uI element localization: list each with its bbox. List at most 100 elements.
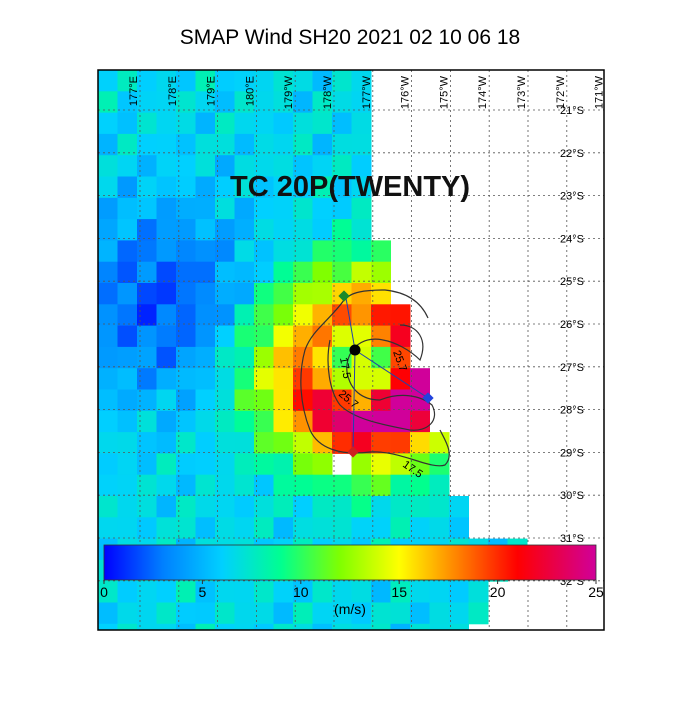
wind-cell <box>117 283 138 305</box>
wind-cell <box>98 496 118 518</box>
wind-cell <box>117 602 138 625</box>
wind-cell <box>156 176 177 199</box>
lat-label: 21°S <box>560 105 584 117</box>
wind-cell <box>98 602 118 625</box>
wind-cell <box>254 155 274 177</box>
wind-cell <box>98 453 118 476</box>
wind-cell <box>429 602 450 625</box>
wind-cell <box>195 283 216 305</box>
wind-cell <box>293 432 313 454</box>
lat-label: 25°S <box>560 276 584 288</box>
wind-cell <box>195 496 216 518</box>
wind-cell <box>215 474 235 497</box>
wind-cell <box>293 623 313 630</box>
wind-cell <box>254 219 274 241</box>
wind-cell <box>195 581 216 603</box>
wind-cell <box>195 112 216 135</box>
wind-cell <box>156 623 177 630</box>
wind-cell <box>137 283 157 305</box>
wind-cell <box>273 261 294 284</box>
wind-cell <box>410 474 430 497</box>
lon-label: 172°W <box>555 75 567 109</box>
wind-cell <box>273 240 294 263</box>
wind-cell <box>137 219 157 241</box>
wind-cell <box>117 368 138 390</box>
storm-center <box>349 344 361 356</box>
wind-cell <box>215 581 235 603</box>
wind-cell <box>312 283 333 305</box>
lat-label: 22°S <box>560 148 584 160</box>
wind-cell <box>117 70 138 92</box>
wind-cell <box>332 70 352 92</box>
wind-cell <box>332 197 352 220</box>
wind-cell <box>371 240 391 263</box>
wind-cell <box>137 70 157 92</box>
wind-cell <box>117 389 138 412</box>
wind-cell <box>390 581 411 603</box>
wind-cell <box>117 623 138 630</box>
wind-cell <box>176 346 196 369</box>
wind-cell <box>137 389 157 412</box>
colorbar-tick-label: 0 <box>100 584 108 600</box>
wind-cell <box>293 70 313 92</box>
wind-cell <box>293 602 313 625</box>
lat-label: 27°S <box>560 362 584 374</box>
wind-cell <box>390 517 411 540</box>
wind-cell <box>390 496 411 518</box>
wind-cell <box>293 283 313 305</box>
wind-cell <box>312 325 333 348</box>
wind-cell <box>117 91 138 114</box>
wind-cell <box>449 496 469 518</box>
wind-cell <box>332 219 352 241</box>
wind-cell <box>410 410 430 433</box>
wind-cell <box>156 197 177 220</box>
wind-cell <box>234 70 255 92</box>
wind-cell <box>117 474 138 497</box>
lat-label: 24°S <box>560 233 584 245</box>
wind-cell <box>234 91 255 114</box>
wind-cell <box>371 325 391 348</box>
wind-cell <box>273 496 294 518</box>
wind-cell <box>410 623 430 630</box>
wind-cell <box>137 197 157 220</box>
lon-label: 179°W <box>283 75 295 109</box>
wind-cell <box>273 283 294 305</box>
wind-cell <box>176 261 196 284</box>
wind-cell <box>293 581 313 603</box>
wind-cell <box>390 623 411 630</box>
wind-cell <box>195 91 216 114</box>
quadrant-marker <box>347 446 359 458</box>
wind-cell <box>312 623 333 630</box>
wind-cell <box>410 368 430 390</box>
wind-cell <box>273 219 294 241</box>
wind-cell <box>195 602 216 625</box>
wind-cell <box>137 517 157 540</box>
wind-cell <box>156 325 177 348</box>
wind-cell <box>293 133 313 156</box>
wind-cell <box>351 453 372 476</box>
wind-cell <box>371 496 391 518</box>
wind-cell <box>429 581 450 603</box>
wind-cell <box>195 155 216 177</box>
wind-cell <box>98 261 118 284</box>
wind-cell <box>176 133 196 156</box>
wind-cell <box>117 240 138 263</box>
wind-cell <box>176 517 196 540</box>
wind-cell <box>156 70 177 92</box>
wind-cell <box>117 496 138 518</box>
wind-cell <box>156 581 177 603</box>
wind-cell <box>98 283 118 305</box>
wind-cell <box>234 410 255 433</box>
colorbar-ticks: 0 5 10 15 20 25 <box>100 580 604 600</box>
wind-cell <box>371 517 391 540</box>
wind-cell <box>332 133 352 156</box>
wind-cell <box>429 496 450 518</box>
wind-cell <box>371 474 391 497</box>
wind-cell <box>293 517 313 540</box>
wind-cell <box>234 261 255 284</box>
wind-cell <box>215 517 235 540</box>
wind-cell <box>429 453 450 476</box>
wind-cell <box>312 91 333 114</box>
wind-cell <box>117 155 138 177</box>
wind-cell <box>449 623 469 630</box>
